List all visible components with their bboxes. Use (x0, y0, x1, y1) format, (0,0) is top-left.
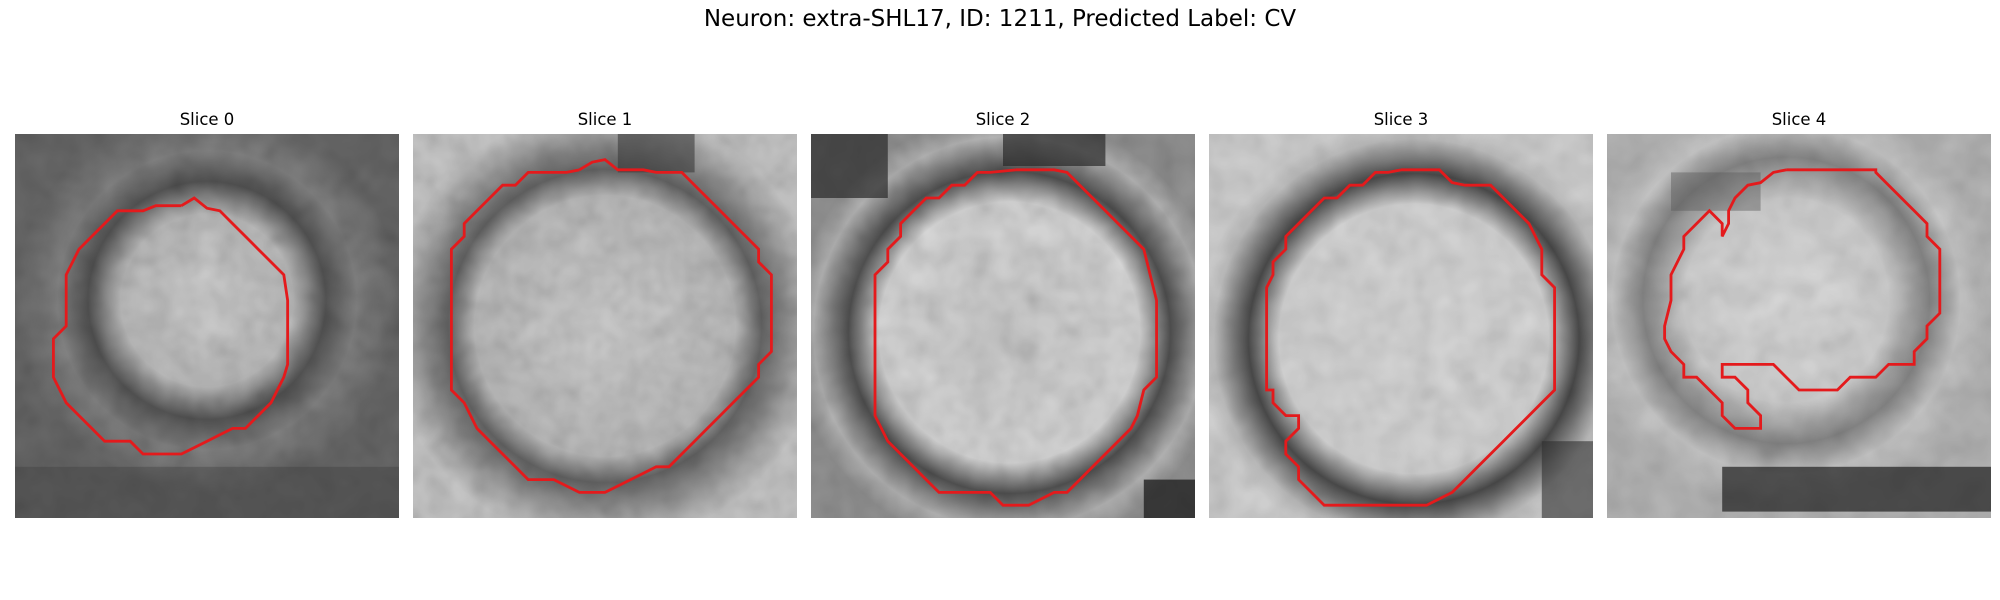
slice-panel-4: Slice 4 (1607, 108, 1991, 518)
slice-image-2 (811, 134, 1195, 518)
slice-image-0 (15, 134, 399, 518)
figure-title: Neuron: extra-SHL17, ID: 1211, Predicted… (703, 6, 1297, 32)
slice-panel-2: Slice 2 (811, 108, 1195, 518)
slice-title-1: Slice 1 (577, 110, 633, 129)
contour-3 (1265, 168, 1557, 507)
contour-2 (873, 168, 1159, 507)
slice-image-1 (413, 134, 797, 518)
contour-1 (449, 158, 773, 494)
slice-title-4: Slice 4 (1771, 110, 1827, 129)
slice-title-3: Slice 3 (1373, 110, 1429, 129)
slice-panel-1: Slice 1 (413, 108, 797, 518)
slice-panel-0: Slice 0 (15, 108, 399, 518)
contour-0 (51, 196, 290, 456)
slice-title-0: Slice 0 (179, 110, 235, 129)
slice-title-2: Slice 2 (975, 110, 1031, 129)
slice-panel-3: Slice 3 (1209, 108, 1593, 518)
slice-image-3 (1209, 134, 1593, 518)
slice-image-4 (1607, 134, 1991, 518)
contour-4 (1663, 168, 1942, 430)
